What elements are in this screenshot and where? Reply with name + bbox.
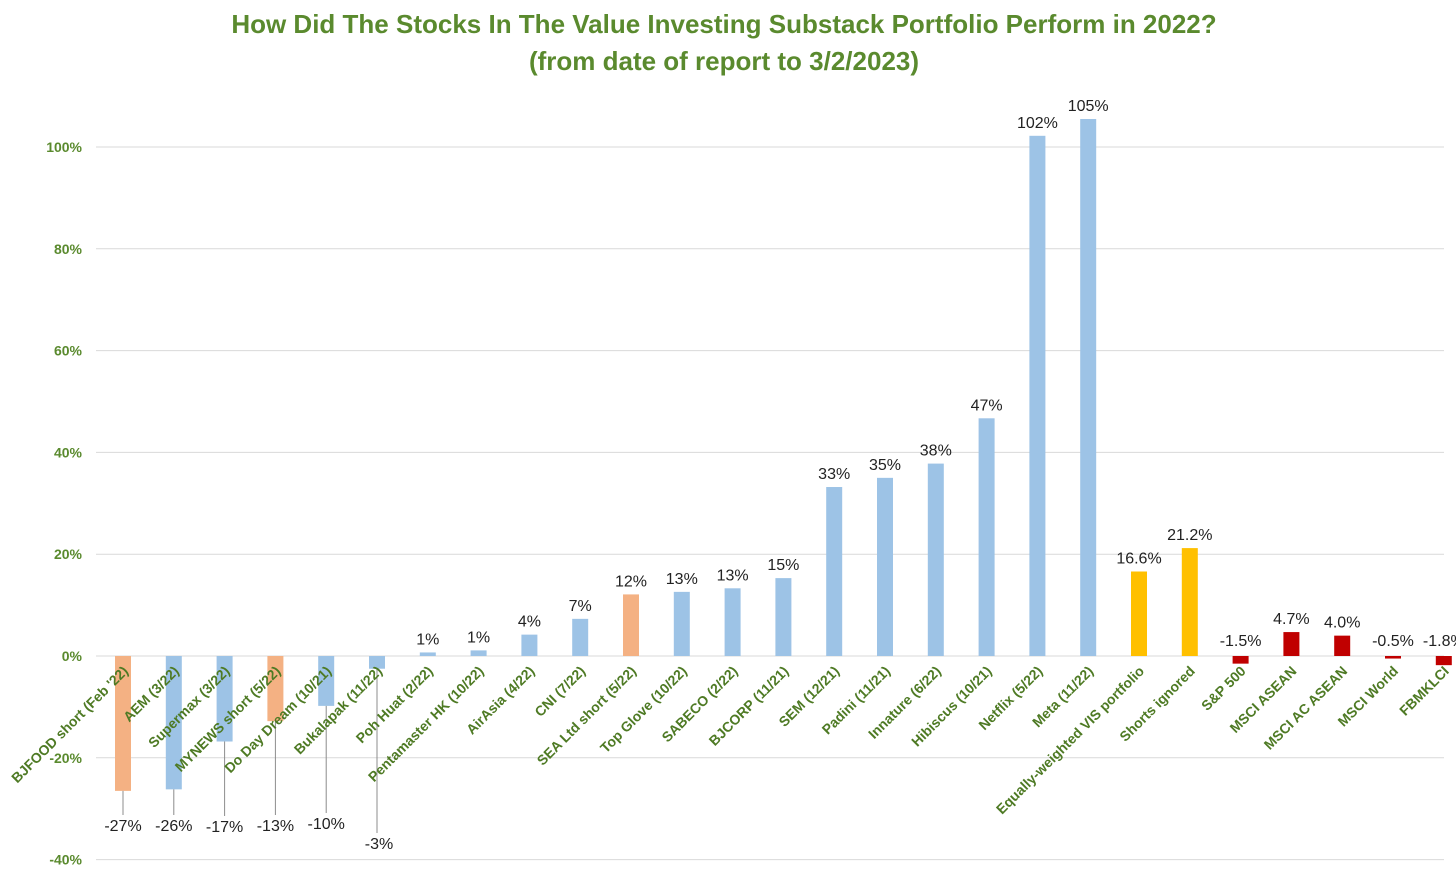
data-label: 1% <box>416 631 439 648</box>
bar <box>1029 135 1046 656</box>
bar <box>978 418 995 656</box>
bar <box>673 591 690 656</box>
data-label: -26% <box>155 818 192 835</box>
bar <box>419 652 436 656</box>
category-label: SEA Ltd short (5/22) <box>534 663 640 769</box>
bar <box>623 594 639 656</box>
bar <box>826 487 843 656</box>
data-label: 35% <box>869 457 901 474</box>
data-label: 7% <box>569 598 592 615</box>
y-tick-label: -20% <box>49 750 82 766</box>
data-label: 105% <box>1068 98 1109 115</box>
data-label: 12% <box>615 573 647 590</box>
data-label: 4.0% <box>1324 615 1360 632</box>
bar <box>1131 571 1147 656</box>
bar <box>318 656 335 706</box>
bar <box>1181 548 1198 656</box>
y-tick-label: 100% <box>46 139 82 155</box>
data-label: 4% <box>518 614 541 631</box>
bar <box>470 650 487 656</box>
category-label: Top Glove (10/22) <box>597 663 690 756</box>
bar <box>1334 635 1351 656</box>
data-label: 15% <box>767 557 799 574</box>
data-label: 13% <box>666 571 698 588</box>
data-label: -10% <box>308 816 345 833</box>
y-axis-ticks: -40% -20% 0% 20% 40% 60% 80% 100% <box>46 139 82 868</box>
data-label: 16.6% <box>1116 551 1161 568</box>
chart-title: How Did The Stocks In The Value Investin… <box>231 9 1216 39</box>
data-label: 33% <box>818 466 850 483</box>
bar <box>267 656 284 722</box>
data-label: -1.8% <box>1423 633 1456 650</box>
data-label: -27% <box>104 818 141 835</box>
data-label: 102% <box>1017 115 1058 132</box>
bar <box>1435 656 1452 666</box>
category-label: Bukalapak (11/22) <box>291 663 385 757</box>
bar <box>1385 656 1401 659</box>
data-label: -17% <box>206 819 243 836</box>
y-tick-label: -40% <box>49 852 82 868</box>
data-label: -3% <box>365 836 393 853</box>
bar <box>572 618 589 656</box>
category-label: S&P 500 <box>1198 663 1249 714</box>
bar <box>724 588 741 656</box>
bar <box>775 578 792 656</box>
data-label: 4.7% <box>1273 611 1309 628</box>
data-label: -1.5% <box>1220 633 1262 650</box>
data-label: 47% <box>971 397 1003 414</box>
y-tick-label: 60% <box>54 343 83 359</box>
bar <box>1232 656 1249 664</box>
category-label: FBMKLCI <box>1396 663 1452 719</box>
data-label: -0.5% <box>1372 633 1414 650</box>
category-label: BJFOOD short (Feb '22) <box>8 663 131 786</box>
y-tick-label: 40% <box>54 444 83 460</box>
data-label: 38% <box>920 443 952 460</box>
data-label: 21.2% <box>1167 527 1212 544</box>
data-labels: -27% -26% -17% -13% -10% -3% 1% 1% 4% 7% 12% 13% 13%… <box>104 98 1456 853</box>
bar <box>1283 632 1300 656</box>
bar <box>115 656 131 791</box>
bar <box>877 477 893 656</box>
chart-subtitle: (from date of report to 3/2/2023) <box>529 46 919 76</box>
bar <box>927 463 944 656</box>
y-tick-label: 80% <box>54 241 83 257</box>
bar <box>165 656 182 790</box>
bar <box>521 634 538 656</box>
y-tick-label: 0% <box>62 648 83 664</box>
data-label: -13% <box>257 818 294 835</box>
leader-lines <box>122 668 378 833</box>
bars <box>115 119 1452 791</box>
bar <box>1080 119 1097 656</box>
bar <box>369 656 385 669</box>
data-label: 1% <box>467 629 490 646</box>
bar <box>216 656 233 742</box>
y-tick-label: 20% <box>54 546 83 562</box>
data-label: 13% <box>717 567 749 584</box>
